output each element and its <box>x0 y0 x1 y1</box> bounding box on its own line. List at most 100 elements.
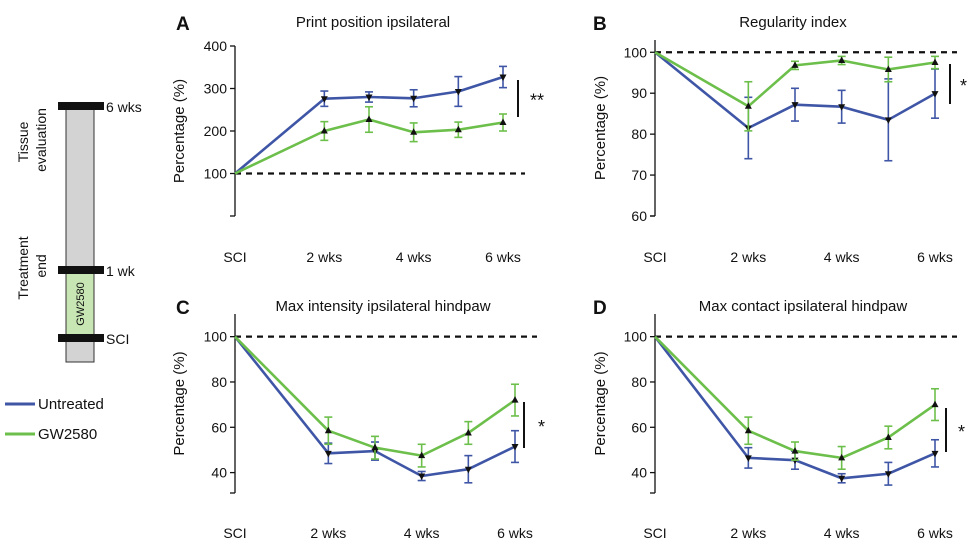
y-tick-label: 100 <box>204 166 228 182</box>
y-axis-label: Percentage (%) <box>171 351 188 455</box>
series-line <box>234 118 504 175</box>
significance-label: * <box>960 76 967 96</box>
data-point <box>464 428 472 436</box>
legend: Untreated GW2580 <box>5 396 104 443</box>
data-point <box>791 102 799 109</box>
legend-label-untreated: Untreated <box>38 396 104 413</box>
panel-title: Max contact ipsilateral hindpaw <box>699 298 908 315</box>
data-point <box>418 451 426 459</box>
x-tick-label: 2 wks <box>310 525 346 541</box>
series-untreated <box>654 51 939 162</box>
gw2580-box <box>65 269 95 339</box>
data-point <box>884 117 892 124</box>
significance-label: * <box>958 422 965 442</box>
y-tick-label: 80 <box>631 126 647 142</box>
x-tick-label: SCI <box>223 525 246 541</box>
panel-a: Print position ipsilateral A 100 200 300 400 P… <box>171 14 544 265</box>
x-tick-label: 6 wks <box>485 249 521 265</box>
series-untreated <box>234 65 507 175</box>
data-point <box>838 104 846 111</box>
panel-title: Max intensity ipsilateral hindpaw <box>275 298 490 315</box>
series-gw2580 <box>234 105 507 175</box>
series-line <box>654 335 936 460</box>
y-axis-label: Percentage (%) <box>592 76 609 180</box>
data-point <box>511 396 519 403</box>
data-point <box>744 102 752 109</box>
data-point <box>371 443 379 451</box>
x-tick-label: SCI <box>643 525 666 541</box>
data-point <box>464 466 472 474</box>
series-line <box>654 51 936 108</box>
y-tick-label: 60 <box>211 419 227 435</box>
x-tick-label: SCI <box>643 249 666 265</box>
y-tick-label: 200 <box>204 123 228 139</box>
y-tick-label: 40 <box>631 465 647 481</box>
data-point <box>838 453 846 461</box>
data-point <box>884 433 892 440</box>
significance-label: * <box>538 417 545 437</box>
data-point <box>744 455 752 462</box>
data-point <box>454 125 462 133</box>
series-line <box>654 51 936 130</box>
data-point <box>324 450 332 458</box>
y-tick-label: 100 <box>204 329 228 345</box>
marker-1wk <box>58 266 104 274</box>
series-gw2580 <box>234 335 519 468</box>
data-point <box>320 96 328 103</box>
panel-c: Max intensity ipsilateral hindpaw C 40 60 80… <box>171 298 545 541</box>
series-line <box>233 335 516 478</box>
series-untreated <box>233 335 519 484</box>
y-tick-label: 300 <box>204 81 228 97</box>
panel-title: Print position ipsilateral <box>296 14 450 31</box>
panel-letter: D <box>593 298 607 319</box>
series-line <box>234 335 516 457</box>
y-axis-label: Percentage (%) <box>171 79 188 183</box>
data-point <box>320 127 328 134</box>
panel-d: Max contact ipsilateral hindpaw D 40 60 80 10… <box>592 298 965 541</box>
x-tick-label: SCI <box>223 249 246 265</box>
data-point <box>791 61 799 68</box>
significance-label: ** <box>530 91 544 111</box>
x-tick-label: 2 wks <box>730 249 766 265</box>
y-tick-label: 90 <box>631 85 647 101</box>
data-point <box>931 58 939 66</box>
series-gw2580 <box>654 335 939 471</box>
data-point <box>365 115 373 123</box>
label-6wks: 6 wks <box>106 99 142 115</box>
panel-letter: A <box>176 14 190 35</box>
y-tick-label: 80 <box>211 374 227 390</box>
label-treatment-end: Treatment end <box>15 232 49 299</box>
data-point <box>365 94 373 101</box>
y-tick-label: 60 <box>631 208 647 224</box>
y-tick-label: 40 <box>211 465 227 481</box>
x-tick-label: 6 wks <box>497 525 533 541</box>
data-point <box>499 118 507 125</box>
data-point <box>791 447 799 454</box>
x-tick-label: 6 wks <box>917 525 953 541</box>
marker-sci <box>58 334 104 342</box>
data-point <box>324 426 332 434</box>
data-point <box>410 95 418 103</box>
series-line <box>234 75 504 175</box>
data-point <box>931 450 939 458</box>
label-treatment-line1: Treatment <box>15 236 31 299</box>
y-tick-label: 100 <box>624 329 648 345</box>
data-point <box>744 426 752 434</box>
data-point <box>884 471 892 478</box>
x-tick-label: 4 wks <box>396 249 432 265</box>
label-1wk: 1 wk <box>106 263 136 279</box>
data-point <box>410 128 418 135</box>
x-tick-label: 6 wks <box>917 249 953 265</box>
data-point <box>511 444 519 451</box>
panel-b: Regularity index B 60 70 80 90 100 Percentage (… <box>592 14 967 265</box>
y-tick-label: 80 <box>631 374 647 390</box>
marker-6wks <box>58 102 104 110</box>
y-tick-label: 70 <box>631 167 647 183</box>
x-tick-label: 4 wks <box>824 525 860 541</box>
x-tick-label: 2 wks <box>730 525 766 541</box>
data-point <box>499 74 507 82</box>
x-tick-label: 2 wks <box>306 249 342 265</box>
label-sci: SCI <box>106 331 129 347</box>
data-point <box>454 88 462 96</box>
